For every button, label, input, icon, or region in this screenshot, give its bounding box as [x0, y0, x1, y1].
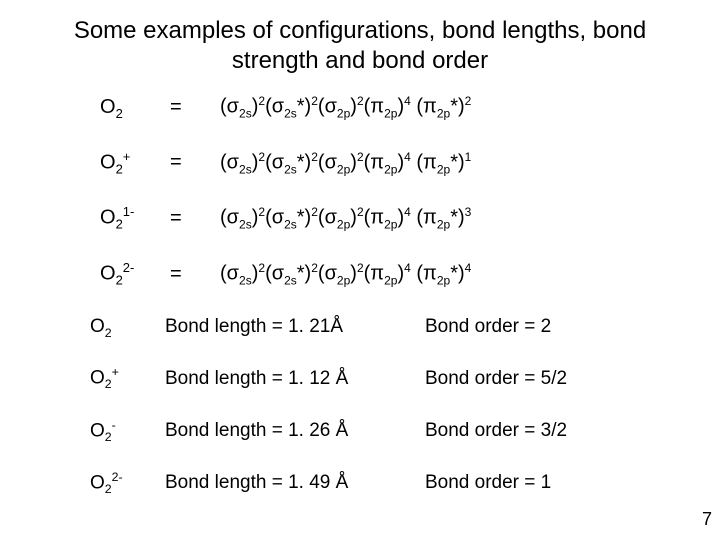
property-row: O2-Bond length = 1. 26 ÅBond order = 3/2 [90, 418, 680, 444]
property-row: O2Bond length = 1. 21ÅBond order = 2 [90, 316, 680, 340]
config-row: O2=(σ2s)2(σ2s*)2(σ2p)2(π2p)4 (π2p*)2 [100, 94, 680, 121]
equals-sign: = [170, 207, 220, 230]
properties-table: O2Bond length = 1. 21ÅBond order = 2O2+B… [90, 316, 680, 496]
bond-order: Bond order = 3/2 [425, 420, 645, 442]
electron-configuration: (σ2s)2(σ2s*)2(σ2p)2(π2p)4 (π2p*)4 [220, 261, 680, 288]
bond-order: Bond order = 2 [425, 316, 645, 338]
species-label: O2- [90, 418, 165, 444]
bond-length: Bond length = 1. 21Å [165, 316, 425, 338]
bond-length: Bond length = 1. 49 Å [165, 472, 425, 494]
page-number: 7 [702, 509, 712, 530]
property-row: O2+Bond length = 1. 12 ÅBond order = 5/2 [90, 365, 680, 391]
species-label: O21- [100, 204, 170, 232]
bond-order: Bond order = 5/2 [425, 368, 645, 390]
electron-configuration: (σ2s)2(σ2s*)2(σ2p)2(π2p)4 (π2p*)2 [220, 94, 680, 121]
slide: Some examples of configurations, bond le… [0, 0, 720, 540]
config-row: O21-=(σ2s)2(σ2s*)2(σ2p)2(π2p)4 (π2p*)3 [100, 204, 680, 232]
species-label: O22- [90, 470, 165, 496]
slide-title: Some examples of configurations, bond le… [40, 16, 680, 76]
bond-order: Bond order = 1 [425, 472, 645, 494]
configurations-table: O2=(σ2s)2(σ2s*)2(σ2p)2(π2p)4 (π2p*)2O2+=… [100, 94, 680, 288]
config-row: O2+=(σ2s)2(σ2s*)2(σ2p)2(π2p)4 (π2p*)1 [100, 149, 680, 177]
equals-sign: = [170, 96, 220, 119]
species-label: O2+ [100, 149, 170, 177]
species-label: O2+ [90, 365, 165, 391]
config-row: O22-=(σ2s)2(σ2s*)2(σ2p)2(π2p)4 (π2p*)4 [100, 260, 680, 288]
bond-length: Bond length = 1. 26 Å [165, 420, 425, 442]
species-label: O22- [100, 260, 170, 288]
property-row: O22-Bond length = 1. 49 ÅBond order = 1 [90, 470, 680, 496]
bond-length: Bond length = 1. 12 Å [165, 368, 425, 390]
equals-sign: = [170, 263, 220, 286]
electron-configuration: (σ2s)2(σ2s*)2(σ2p)2(π2p)4 (π2p*)1 [220, 150, 680, 177]
electron-configuration: (σ2s)2(σ2s*)2(σ2p)2(π2p)4 (π2p*)3 [220, 205, 680, 232]
species-label: O2 [100, 96, 170, 121]
equals-sign: = [170, 151, 220, 174]
species-label: O2 [90, 316, 165, 340]
